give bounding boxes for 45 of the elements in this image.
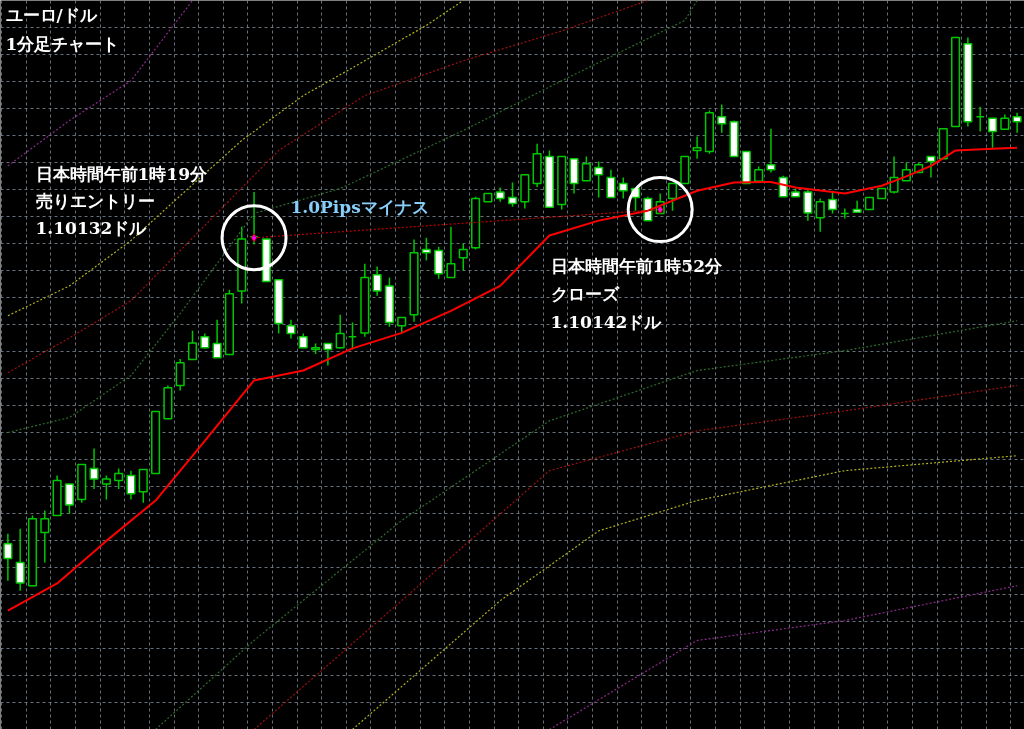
candlestick xyxy=(434,245,444,280)
candlestick xyxy=(335,313,345,350)
candlestick xyxy=(507,181,518,208)
candlestick xyxy=(852,199,862,214)
candlestick xyxy=(692,135,702,160)
candlestick xyxy=(446,225,456,279)
candlestick xyxy=(987,117,998,149)
candlestick xyxy=(581,155,591,182)
candlestick xyxy=(212,318,222,359)
candlestick xyxy=(815,197,825,233)
candlestick xyxy=(40,509,50,564)
candlestick xyxy=(175,358,185,392)
annotation: 1.10142ドル xyxy=(550,311,663,332)
annotation: 1.10132ドル xyxy=(35,217,148,238)
chart-title: ユーロ/ドル xyxy=(5,4,98,25)
candlestick xyxy=(594,160,604,199)
candlestick xyxy=(64,483,74,515)
candlestick xyxy=(89,447,99,490)
candlestick xyxy=(803,187,813,222)
annotation: クローズ xyxy=(550,283,620,304)
candlestick xyxy=(766,128,776,174)
annotation: 日本時間午前1時19分 xyxy=(35,163,208,184)
chart-subtitle: 1分足チャート xyxy=(5,33,120,54)
candlestick xyxy=(372,265,382,297)
candlestick xyxy=(126,469,136,501)
candlestick xyxy=(889,155,899,195)
annotation: 売りエントリー xyxy=(35,190,155,211)
candlestick xyxy=(458,243,468,272)
candlestick xyxy=(286,318,296,340)
candlestick xyxy=(101,474,111,501)
candlestick xyxy=(15,527,25,592)
candlestick xyxy=(717,103,727,134)
candlestick xyxy=(667,182,678,212)
candlestick xyxy=(187,329,198,361)
candlestick xyxy=(138,468,148,504)
candlestick xyxy=(114,467,124,490)
candlestick xyxy=(618,176,628,200)
candlestick xyxy=(3,532,13,582)
candlestick xyxy=(778,175,788,198)
candlestick xyxy=(323,342,333,367)
annotation: 日本時間午前1時52分 xyxy=(550,255,723,276)
candlestick xyxy=(606,169,616,199)
candlestick xyxy=(1012,112,1022,134)
candlestick xyxy=(926,155,936,179)
annotation: 1.0Pipsマイナス xyxy=(290,196,429,217)
